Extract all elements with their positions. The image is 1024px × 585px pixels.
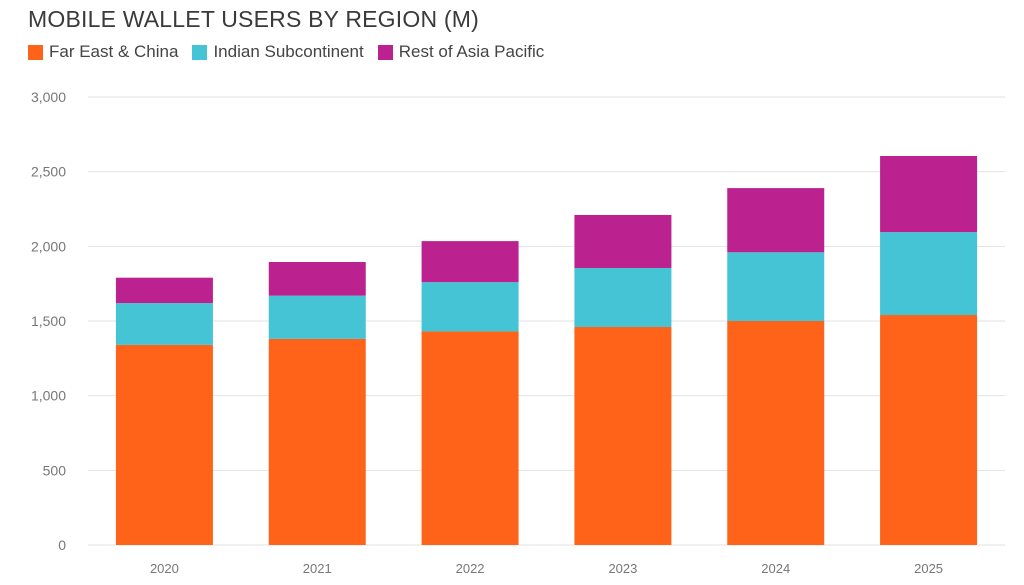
bar-segment-2025-1 [880,232,978,316]
y-tick-label: 1,000 [31,388,66,404]
legend-swatch [192,44,208,60]
legend-label: Rest of Asia Pacific [398,42,545,61]
bar-segment-2021-2 [268,262,366,296]
bar-segment-2025-0 [880,315,978,545]
bar-segment-2020-1 [115,303,213,345]
bar-segment-2024-1 [727,252,825,321]
bar-segment-2025-2 [880,155,978,233]
bar-segment-2024-0 [727,321,825,545]
bar-segment-2021-0 [268,338,366,545]
x-tick-label: 2023 [608,561,637,576]
bar-segment-2023-1 [574,267,672,327]
bar-segment-2023-2 [574,214,672,268]
x-tick-label: 2024 [761,561,790,576]
legend-item-indian[interactable]: Indian Subcontinent [192,42,364,62]
legend-label: Far East & China [49,42,179,61]
y-tick-label: 1,500 [31,313,66,329]
bar-segment-2020-2 [115,277,213,304]
legend-swatch [377,44,393,60]
bar-segment-2022-1 [421,282,519,332]
bar-segment-2022-0 [421,331,519,545]
legend-item-far-east[interactable]: Far East & China [28,42,178,62]
x-tick-label: 2022 [456,561,485,576]
y-tick-label: 500 [43,462,67,478]
x-tick-label: 2020 [150,561,179,576]
bar-segment-2021-1 [268,295,366,339]
bar-segment-2024-2 [727,188,825,253]
chart-title: MOBILE WALLET USERS BY REGION (M) [28,6,479,32]
legend: Far East & China Indian Subcontinent Res… [28,42,544,62]
y-tick-label: 0 [58,537,66,553]
y-tick-label: 3,000 [31,89,66,105]
legend-item-rest-apac[interactable]: Rest of Asia Pacific [377,42,545,62]
x-tick-label: 2025 [914,561,943,576]
bar-segment-2023-0 [574,326,672,545]
x-tick-label: 2021 [303,561,332,576]
bar-segment-2022-2 [421,241,519,283]
legend-label: Indian Subcontinent [213,42,364,61]
y-tick-label: 2,500 [31,164,66,180]
bar-segment-2020-0 [115,344,213,545]
legend-swatch [28,44,43,60]
y-tick-label: 2,000 [31,238,66,254]
